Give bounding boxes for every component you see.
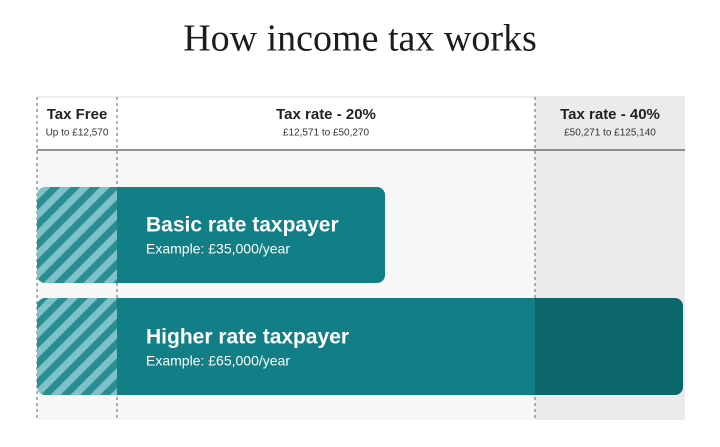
- tax-free-segment: [37, 298, 117, 395]
- basic-segment: [117, 298, 535, 395]
- bar-example: Example: £65,000/year: [146, 353, 290, 369]
- basic-segment: [117, 187, 385, 283]
- band-label: Tax Free: [47, 106, 108, 123]
- bar-example: Example: £35,000/year: [146, 241, 290, 257]
- title: How income tax works: [183, 18, 537, 60]
- band-range: Up to £12,570: [46, 128, 109, 139]
- bar-label: Basic rate taxpayer: [146, 214, 339, 237]
- band-range: £50,271 to £125,140: [564, 128, 656, 139]
- tax-free-segment: [37, 187, 117, 283]
- higher-bar: [37, 298, 683, 395]
- band-label: Tax rate - 20%: [276, 106, 376, 123]
- basic-bar: [37, 187, 385, 283]
- header-background: [37, 97, 535, 150]
- band-range: £12,571 to £50,270: [283, 128, 370, 139]
- higher-segment: [535, 298, 683, 395]
- band-label: Tax rate - 40%: [560, 106, 660, 123]
- bar-label: Higher rate taxpayer: [146, 326, 349, 349]
